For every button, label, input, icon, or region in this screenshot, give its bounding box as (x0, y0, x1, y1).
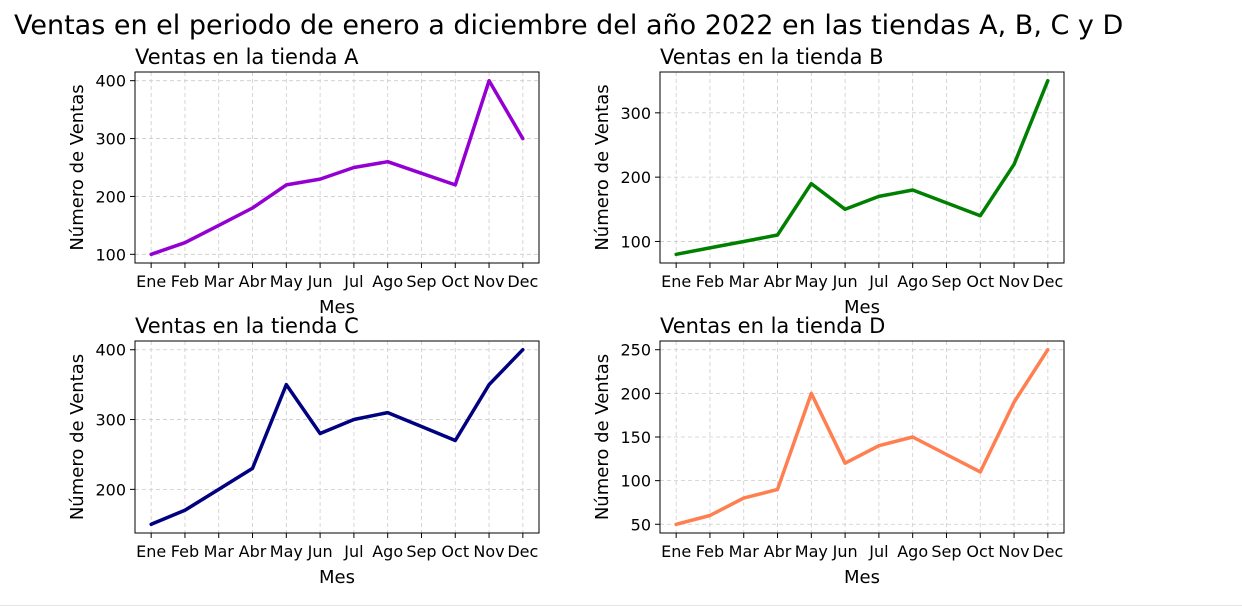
y-tick-label: 250 (620, 341, 651, 360)
x-tick-label: Dec (1032, 272, 1063, 291)
x-tick-label: Oct (966, 272, 994, 291)
x-tick-label: Jul (868, 272, 888, 291)
y-tick-label: 300 (95, 130, 126, 149)
x-tick-label: Mar (729, 272, 760, 291)
x-tick-label: Dec (1032, 542, 1063, 561)
y-tick-label: 50 (631, 515, 651, 534)
x-tick-label: Jun (307, 542, 333, 561)
x-tick-label: Feb (171, 272, 199, 291)
x-tick-label: Oct (441, 542, 469, 561)
plot-frame (659, 71, 1065, 264)
y-tick-label: 400 (95, 72, 126, 91)
x-axis-label: Mes (844, 297, 880, 318)
x-tick-label: Nov (473, 542, 504, 561)
x-tick-label: Abr (239, 272, 267, 291)
x-tick-label: Oct (441, 272, 469, 291)
y-axis-label: Número de Ventas (67, 354, 88, 520)
x-tick-label: Jun (307, 272, 333, 291)
x-tick-label: Sep (931, 272, 961, 291)
subplot-store-a: Ene Feb Mar Abr May Jun Jul Ago Sep Oct Nov Dec 100 2… (67, 45, 540, 318)
x-tick-label: Ene (661, 542, 691, 561)
subplot-store-b: Ene Feb Mar Abr May Jun Jul Ago Sep Oct Nov Dec 100 2… (592, 45, 1065, 318)
x-tick-label: Dec (507, 272, 538, 291)
x-tick-label: May (270, 542, 303, 561)
x-tick-label: Mar (729, 542, 760, 561)
plot-frame (134, 340, 540, 534)
bottom-divider (0, 605, 1242, 606)
y-tick-label: 100 (620, 472, 651, 491)
x-tick-label: Jun (832, 542, 858, 561)
x-tick-label: Dec (507, 542, 538, 561)
x-tick-label: Jul (343, 272, 363, 291)
x-tick-label: Sep (406, 272, 436, 291)
y-tick-label: 100 (95, 245, 126, 264)
y-tick-label: 200 (620, 168, 651, 187)
x-axis-label: Mes (319, 297, 355, 318)
data-line-store-d (674, 347, 1050, 527)
x-tick-label: Nov (998, 542, 1029, 561)
x-tick-label: Sep (406, 542, 436, 561)
y-axis-label: Número de Ventas (592, 354, 613, 520)
x-axis-label: Mes (844, 567, 880, 588)
subplot-title: Ventas en la tienda D (660, 314, 885, 338)
x-tick-label: Abr (239, 542, 267, 561)
subplot-store-d: Ene Feb Mar Abr May Jun Jul Ago Sep Oct Nov Dec 50 10… (592, 314, 1065, 588)
data-line-store-c (149, 347, 525, 527)
y-tick-label: 300 (95, 411, 126, 430)
x-axis-label: Mes (319, 567, 355, 588)
y-tick-label: 200 (620, 384, 651, 403)
x-tick-label: May (795, 542, 828, 561)
x-tick-label: Ago (897, 542, 928, 561)
x-tick-label: May (270, 272, 303, 291)
x-tick-label: May (795, 272, 828, 291)
subplot-title: Ventas en la tienda A (135, 45, 359, 69)
data-line-store-b (674, 78, 1050, 257)
x-tick-label: Oct (966, 542, 994, 561)
x-tick-label: Ago (897, 272, 928, 291)
x-tick-label: Sep (931, 542, 961, 561)
x-tick-label: Abr (764, 542, 792, 561)
x-tick-label: Feb (696, 542, 724, 561)
x-tick-label: Mar (204, 272, 235, 291)
y-tick-label: 200 (95, 187, 126, 206)
y-tick-label: 400 (95, 341, 126, 360)
subplot-title: Ventas en la tienda B (660, 45, 884, 69)
x-tick-label: Ene (136, 542, 166, 561)
y-axis-label: Número de Ventas (592, 84, 613, 250)
x-tick-label: Ene (136, 272, 166, 291)
y-tick-label: 100 (620, 232, 651, 251)
x-tick-label: Jul (343, 542, 363, 561)
x-tick-label: Feb (696, 272, 724, 291)
subplot-store-c: Ene Feb Mar Abr May Jun Jul Ago Sep Oct Nov Dec 200 3… (67, 314, 540, 588)
x-tick-label: Nov (998, 272, 1029, 291)
y-axis-label: Número de Ventas (67, 84, 88, 250)
x-tick-label: Jun (832, 272, 858, 291)
plot-frame (134, 71, 540, 264)
figure-title: Ventas en el periodo de enero a diciembr… (14, 10, 1123, 41)
data-line-store-a (149, 78, 525, 257)
x-tick-label: Feb (171, 542, 199, 561)
x-tick-label: Ago (372, 542, 403, 561)
x-tick-label: Mar (204, 542, 235, 561)
y-tick-label: 200 (95, 480, 126, 499)
x-tick-label: Ene (661, 272, 691, 291)
x-tick-label: Abr (764, 272, 792, 291)
x-tick-label: Nov (473, 272, 504, 291)
x-tick-label: Jul (868, 542, 888, 561)
subplot-title: Ventas en la tienda C (135, 314, 359, 338)
y-tick-label: 150 (620, 428, 651, 447)
y-tick-label: 300 (620, 104, 651, 123)
x-tick-label: Ago (372, 272, 403, 291)
